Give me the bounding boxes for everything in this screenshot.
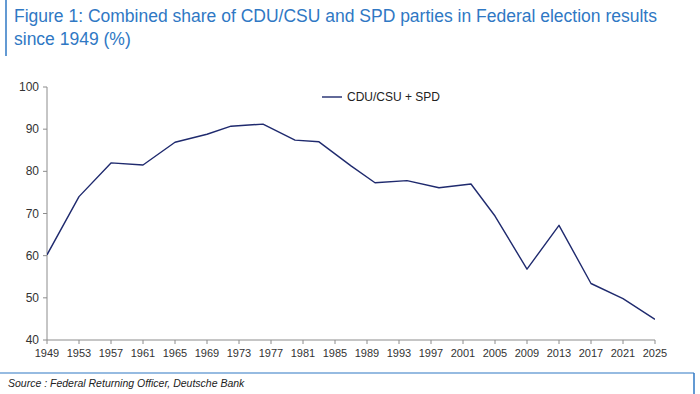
x-tick	[303, 340, 304, 344]
x-tick-label: 2021	[611, 347, 635, 359]
y-tick-label: 70	[26, 207, 40, 221]
x-tick	[559, 340, 560, 344]
x-tick-label: 1961	[131, 347, 155, 359]
legend-label: CDU/CSU + SPD	[347, 90, 440, 104]
y-tick-label: 40	[26, 333, 40, 347]
x-tick	[175, 340, 176, 344]
x-tick-label: 1985	[323, 347, 347, 359]
x-tick-label: 1993	[387, 347, 411, 359]
legend-swatch	[322, 96, 342, 97]
title-rule	[5, 0, 7, 56]
y-tick	[43, 297, 47, 298]
x-tick-label: 2001	[451, 347, 475, 359]
x-tick-label: 1989	[355, 347, 379, 359]
x-tick	[623, 340, 624, 344]
y-tick	[43, 213, 47, 214]
x-tick-label: 2025	[643, 347, 667, 359]
x-tick-label: 1997	[419, 347, 443, 359]
plot-area	[47, 124, 655, 319]
x-axis	[47, 340, 655, 341]
x-tick-label: 2009	[515, 347, 539, 359]
x-tick-label: 2017	[579, 347, 603, 359]
x-tick	[207, 340, 208, 344]
x-tick	[143, 340, 144, 344]
x-tick	[239, 340, 240, 344]
x-tick	[79, 340, 80, 344]
y-tick	[43, 340, 47, 341]
x-tick-label: 2013	[547, 347, 571, 359]
footer-rule	[0, 372, 694, 373]
chart: Figure 1: Combined share of CDU/CSU and …	[0, 0, 700, 394]
x-tick-label: 1977	[259, 347, 283, 359]
x-tick	[111, 340, 112, 344]
x-tick-label: 1953	[67, 347, 91, 359]
x-tick-label: 1981	[291, 347, 315, 359]
x-tick	[655, 340, 656, 344]
source: Source : Federal Returning Officer, Deut…	[8, 377, 245, 389]
y-tick	[43, 129, 47, 130]
y-tick-label: 50	[26, 291, 40, 305]
chart-root: Figure 1: Combined share of CDU/CSU and …	[0, 0, 700, 394]
x-tick	[591, 340, 592, 344]
x-tick-label: 1957	[99, 347, 123, 359]
y-tick	[43, 255, 47, 256]
x-tick-label: 1969	[195, 347, 219, 359]
y-tick-label: 60	[26, 249, 40, 263]
x-tick	[463, 340, 464, 344]
series-line	[47, 124, 655, 319]
x-tick-label: 1965	[163, 347, 187, 359]
x-tick-label: 1973	[227, 347, 251, 359]
x-tick	[47, 340, 48, 344]
x-tick-label: 1949	[35, 347, 59, 359]
title: Figure 1: Combined share of CDU/CSU and …	[14, 6, 657, 49]
y-tick-label: 90	[26, 122, 40, 136]
x-tick	[367, 340, 368, 344]
y-tick-label: 80	[26, 164, 40, 178]
x-tick	[399, 340, 400, 344]
x-tick	[271, 340, 272, 344]
x-tick	[335, 340, 336, 344]
y-tick-label: 100	[19, 80, 39, 94]
x-tick	[431, 340, 432, 344]
y-tick	[43, 171, 47, 172]
footer-rule	[693, 373, 695, 394]
x-tick	[527, 340, 528, 344]
y-tick	[43, 87, 47, 88]
x-tick-label: 2005	[483, 347, 507, 359]
x-tick	[495, 340, 496, 344]
